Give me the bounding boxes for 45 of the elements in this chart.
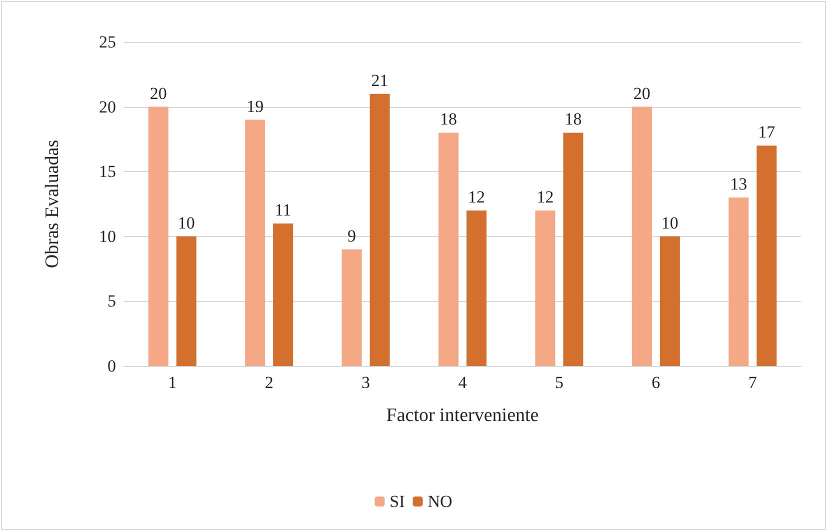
- bar: [632, 106, 652, 366]
- data-label: 12: [536, 187, 554, 206]
- bar: [273, 223, 294, 366]
- bar: [176, 236, 196, 366]
- data-label: 17: [758, 122, 776, 142]
- bar: [466, 210, 486, 366]
- data-label: 18: [564, 110, 582, 129]
- data-label: 9: [348, 226, 356, 246]
- x-tick-label: 7: [748, 373, 758, 392]
- bar: [660, 236, 680, 366]
- y-tick-label: 5: [108, 292, 116, 311]
- y-axis-title: Obras Evaluadas: [42, 140, 63, 268]
- data-label: 20: [150, 84, 167, 103]
- bar: [563, 132, 584, 366]
- bar: [342, 249, 362, 366]
- x-tick-label: 1: [168, 373, 177, 392]
- bar: [245, 120, 266, 366]
- x-axis-title: Factor interveniente: [386, 405, 539, 426]
- data-label: 12: [468, 187, 485, 206]
- data-label: 10: [178, 213, 195, 232]
- y-tick-label: 15: [99, 162, 116, 182]
- data-label: 20: [633, 84, 650, 103]
- bar: [148, 106, 168, 366]
- data-label: 10: [661, 213, 678, 232]
- y-tick-label: 20: [99, 97, 116, 116]
- bar: [756, 146, 777, 366]
- bar: [370, 94, 390, 366]
- data-label: 21: [371, 70, 388, 90]
- bar: [535, 210, 556, 366]
- data-label: 18: [440, 110, 457, 129]
- bar: [438, 132, 458, 366]
- x-tick-label: 2: [264, 373, 274, 392]
- data-label: 11: [274, 200, 292, 220]
- y-tick-label: 0: [108, 356, 116, 376]
- legend-label: SI: [390, 492, 406, 511]
- x-tick-label: 6: [652, 373, 660, 392]
- x-tick-label: 3: [362, 373, 370, 392]
- legend-label: NO: [428, 492, 452, 511]
- y-tick-label: 25: [99, 32, 116, 52]
- bar: [728, 198, 749, 366]
- data-label: 19: [246, 96, 264, 116]
- y-tick-label: 10: [99, 226, 116, 246]
- x-tick-label: 4: [458, 373, 468, 392]
- x-tick-label: 5: [554, 373, 564, 392]
- data-label: 13: [730, 174, 748, 194]
